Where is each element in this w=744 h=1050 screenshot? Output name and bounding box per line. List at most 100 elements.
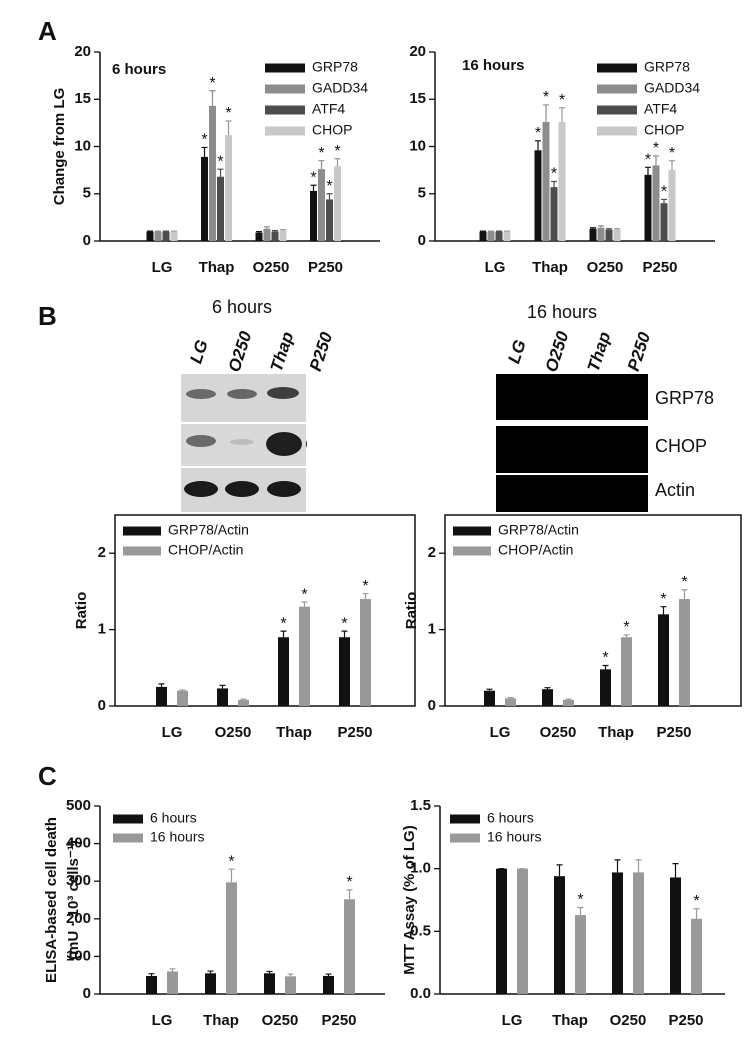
bar [505,698,516,706]
significance-mark: * [602,650,608,667]
error-bar [207,970,214,974]
error-bar [240,698,247,700]
y-tick-label: 200 [66,910,91,927]
legend-label: ATF4 [644,101,677,117]
y-tick-label: 5 [83,185,91,202]
legend-label: CHOP/Actin [168,542,243,558]
bar [323,975,334,994]
x-tick-label: Thap [552,1012,588,1029]
lane-label: Thap [267,329,298,373]
bar [612,872,623,994]
annotation: 16 hours [462,57,525,74]
legend-swatch [597,84,637,94]
bar [217,176,224,241]
y-tick-label: 0.0 [410,985,431,1002]
error-bar [169,968,176,972]
bar [205,973,216,994]
error-bar [179,689,186,691]
legend-label: GRP78/Actin [498,522,579,538]
y-tick-label: 20 [74,43,91,60]
legend-label: CHOP [644,122,684,138]
x-tick-label: Thap [276,724,312,741]
error-bar [614,859,621,873]
error-bar [577,906,584,916]
error-bar [590,227,596,229]
legend-swatch [597,63,637,73]
significance-mark: * [645,152,651,169]
lane-label: LG [504,338,529,366]
bar [339,637,350,706]
x-tick-label: LG [152,259,173,276]
bar [310,190,317,241]
legend-swatch [123,526,161,536]
significance-mark: * [346,874,352,891]
bar [271,231,279,241]
bar [542,121,550,241]
blot-title: 16 hours [527,302,597,322]
legend-label: ATF4 [312,101,345,117]
bar [495,231,503,241]
y-axis-label: ELISA-based cell death [43,817,60,983]
y-tick-label: 15 [409,90,426,107]
error-bar [225,120,232,136]
error-bar [556,864,563,877]
bar [633,872,644,994]
significance-mark: * [326,178,332,195]
y-axis-label: (mU · 10³ cells⁻¹) [65,840,82,960]
legend-swatch [265,126,305,136]
legend-swatch [265,63,305,73]
legend-label: GRP78 [312,59,358,75]
bar [299,606,310,706]
error-bar [669,160,675,171]
error-bar [535,140,541,151]
bar [563,699,574,706]
legend-swatch [597,105,637,115]
plot-frame [444,514,742,707]
bar [238,699,249,706]
error-bar [201,146,208,157]
x-tick-label: LG [485,259,506,276]
error-bar [672,863,679,878]
bar [201,156,208,241]
bar [264,973,275,994]
x-tick-label: P250 [308,259,343,276]
bar [279,230,287,241]
row-label: GRP78 [655,388,714,408]
significance-mark: * [334,143,340,160]
significance-mark: * [693,893,699,910]
y-tick-label: 10 [74,137,91,154]
x-tick-label: O250 [610,1012,647,1029]
error-bar [623,634,630,638]
x-tick-label: Thap [532,259,568,276]
significance-mark: * [543,89,549,106]
bar [679,599,690,706]
bar [496,868,507,994]
y-tick-label: 20 [409,43,426,60]
bar [479,231,487,241]
lane-label: O250 [225,328,256,374]
lane-label: LG [186,338,211,366]
y-tick-label: 0 [98,697,106,714]
significance-mark: * [681,574,687,591]
lane-label: P250 [624,329,655,373]
significance-mark: * [551,166,557,183]
significance-mark: * [201,132,207,149]
legend-label: GRP78 [644,59,690,75]
y-tick-label: 1 [98,621,106,638]
significance-mark: * [660,591,666,608]
x-tick-label: LG [152,1012,173,1029]
error-bar [287,973,294,977]
bar [660,203,668,241]
bar [344,899,355,994]
x-tick-label: P250 [321,1012,356,1029]
legend-swatch [265,105,305,115]
error-bar [660,606,667,615]
error-bar [264,226,270,229]
significance-mark: * [559,92,565,109]
bar [156,686,167,706]
x-tick-label: O250 [215,724,252,741]
y-tick-label: 1.0 [410,860,431,877]
bar [318,169,325,241]
significance-mark: * [623,619,629,636]
